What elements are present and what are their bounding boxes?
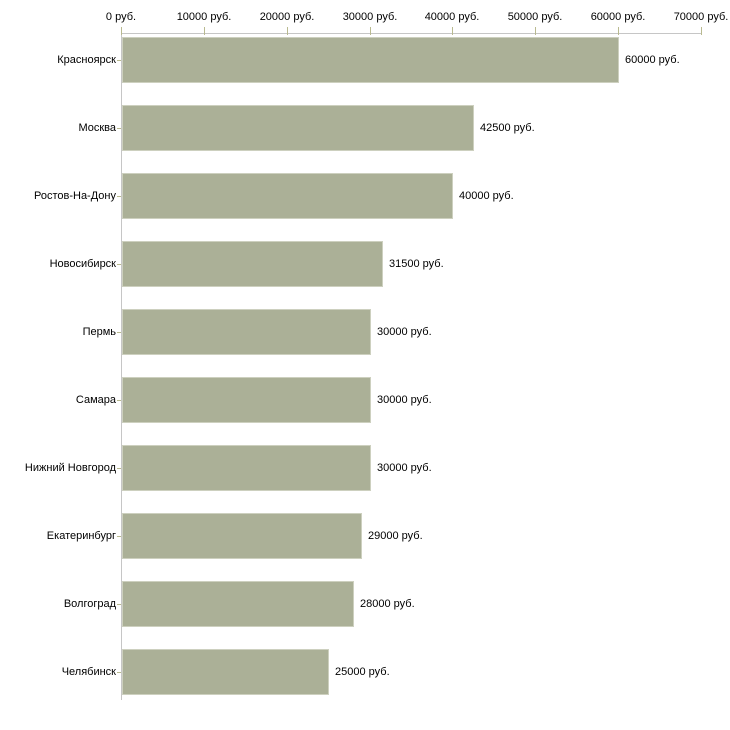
bar — [122, 241, 383, 287]
category-label: Москва — [78, 122, 116, 134]
category-label: Ростов-На-Дону — [33, 190, 116, 202]
y-tick-mark — [117, 468, 121, 469]
bar — [122, 581, 354, 627]
x-tick-mark — [701, 27, 702, 35]
bar — [122, 445, 371, 491]
y-tick-mark — [117, 672, 121, 673]
x-tick-mark — [452, 27, 453, 35]
x-tick-mark — [370, 27, 371, 35]
category-label: Пермь — [82, 326, 116, 338]
bar — [122, 37, 619, 83]
x-tick-label: 10000 руб. — [176, 11, 232, 23]
y-axis-line — [121, 33, 122, 700]
y-tick-mark — [117, 264, 121, 265]
category-label: Волгоград — [63, 598, 116, 610]
value-label: 30000 руб. — [377, 462, 432, 474]
y-tick-mark — [117, 400, 121, 401]
x-tick-mark — [287, 27, 288, 35]
y-tick-mark — [117, 536, 121, 537]
value-label: 60000 руб. — [625, 54, 680, 66]
bar — [122, 377, 371, 423]
value-label: 28000 руб. — [360, 598, 415, 610]
x-tick-mark — [121, 27, 122, 35]
category-label: Новосибирск — [49, 258, 116, 270]
category-label: Челябинск — [61, 666, 116, 678]
value-label: 40000 руб. — [459, 190, 514, 202]
category-label: Красноярск — [57, 54, 116, 66]
bar — [122, 649, 329, 695]
value-label: 30000 руб. — [377, 326, 432, 338]
category-label: Самара — [75, 394, 116, 406]
bar — [122, 513, 362, 559]
y-tick-mark — [117, 128, 121, 129]
value-label: 25000 руб. — [335, 666, 390, 678]
category-label: Нижний Новгород — [24, 462, 116, 474]
x-tick-label: 50000 руб. — [507, 11, 563, 23]
value-label: 42500 руб. — [480, 122, 535, 134]
y-tick-mark — [117, 60, 121, 61]
y-tick-mark — [117, 332, 121, 333]
x-tick-label: 40000 руб. — [424, 11, 480, 23]
bar — [122, 173, 453, 219]
x-tick-label: 20000 руб. — [259, 11, 315, 23]
x-tick-label: 70000 руб. — [673, 11, 729, 23]
x-tick-mark — [618, 27, 619, 35]
x-axis-line — [121, 33, 702, 34]
value-label: 30000 руб. — [377, 394, 432, 406]
bar — [122, 105, 474, 151]
x-tick-label: 60000 руб. — [590, 11, 646, 23]
value-label: 29000 руб. — [368, 530, 423, 542]
y-tick-mark — [117, 604, 121, 605]
category-label: Екатеринбург — [46, 530, 116, 542]
x-tick-mark — [204, 27, 205, 35]
y-tick-mark — [117, 196, 121, 197]
bar — [122, 309, 371, 355]
value-label: 31500 руб. — [389, 258, 444, 270]
x-tick-label: 30000 руб. — [342, 11, 398, 23]
x-tick-label: 0 руб. — [105, 11, 137, 23]
x-tick-mark — [535, 27, 536, 35]
